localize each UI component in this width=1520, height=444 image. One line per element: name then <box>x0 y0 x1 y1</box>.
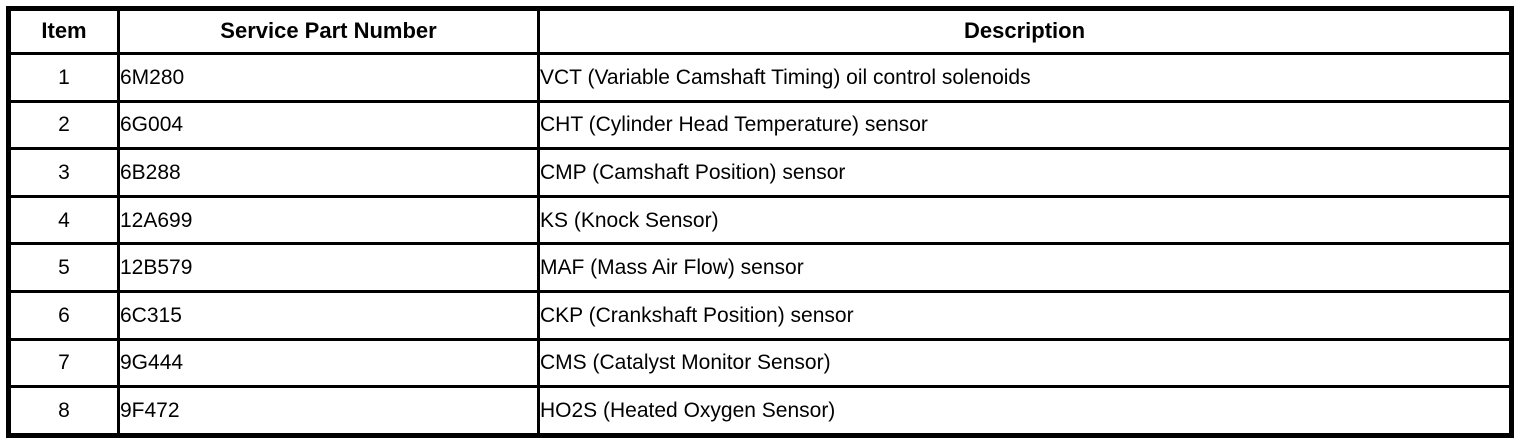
item-number-cell: 3 <box>7 147 120 198</box>
part-number-cell: 6G004 <box>117 99 540 151</box>
table-row: 6 6C315 CKP (Crankshaft Position) sensor <box>7 290 1513 341</box>
item-number-cell: 6 <box>7 290 120 341</box>
table-row: 4 12A699 KS (Knock Sensor) <box>7 194 1513 246</box>
description-cell: CMP (Camshaft Position) sensor <box>537 147 1513 198</box>
table-header-row: Item Service Part Number Description <box>7 7 1513 55</box>
table-row: 8 9F472 HO2S (Heated Oxygen Sensor) <box>7 385 1513 437</box>
item-number-cell: 7 <box>7 337 120 389</box>
description-cell: MAF (Mass Air Flow) sensor <box>537 242 1513 294</box>
table-body: 1 6M280 VCT (Variable Camshaft Timing) o… <box>7 52 1513 437</box>
table-row: 5 12B579 MAF (Mass Air Flow) sensor <box>7 242 1513 294</box>
table-row: 7 9G444 CMS (Catalyst Monitor Sensor) <box>7 337 1513 389</box>
description-cell: CMS (Catalyst Monitor Sensor) <box>537 337 1513 389</box>
description-cell: CKP (Crankshaft Position) sensor <box>537 290 1513 341</box>
item-number-cell: 1 <box>7 52 120 103</box>
description-cell: HO2S (Heated Oxygen Sensor) <box>537 385 1513 437</box>
item-number-cell: 8 <box>7 385 120 437</box>
item-number-cell: 5 <box>7 242 120 294</box>
part-number-cell: 12A699 <box>117 194 540 246</box>
part-number-cell: 9F472 <box>117 385 540 437</box>
part-number-cell: 12B579 <box>117 242 540 294</box>
column-header-item: Item <box>7 7 120 55</box>
part-number-cell: 6B288 <box>117 147 540 198</box>
table-row: 2 6G004 CHT (Cylinder Head Temperature) … <box>7 99 1513 151</box>
part-number-cell: 6M280 <box>117 52 540 103</box>
table-row: 3 6B288 CMP (Camshaft Position) sensor <box>7 147 1513 198</box>
description-cell: KS (Knock Sensor) <box>537 194 1513 246</box>
item-number-cell: 4 <box>7 194 120 246</box>
description-cell: CHT (Cylinder Head Temperature) sensor <box>537 99 1513 151</box>
table-row: 1 6M280 VCT (Variable Camshaft Timing) o… <box>7 52 1513 103</box>
part-number-cell: 6C315 <box>117 290 540 341</box>
service-parts-table: Item Service Part Number Description 1 6… <box>6 6 1514 438</box>
item-number-cell: 2 <box>7 99 120 151</box>
description-cell: VCT (Variable Camshaft Timing) oil contr… <box>537 52 1513 103</box>
column-header-description: Description <box>537 7 1513 55</box>
part-number-cell: 9G444 <box>117 337 540 389</box>
column-header-part-number: Service Part Number <box>117 7 540 55</box>
